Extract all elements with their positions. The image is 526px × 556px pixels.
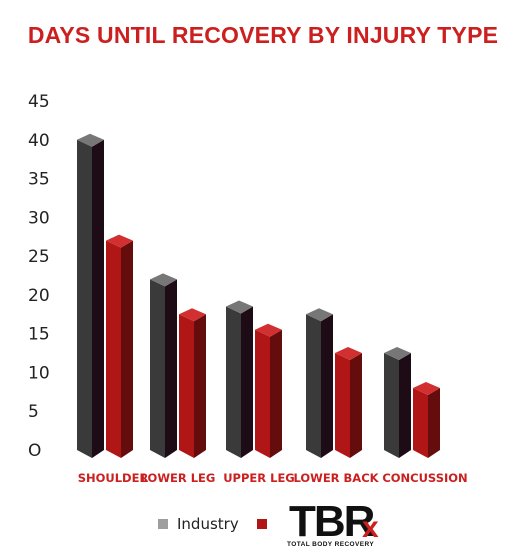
y-tick-label: 30 — [28, 208, 50, 228]
bar-tbr-side — [194, 314, 206, 458]
bar-industry-front — [306, 314, 321, 458]
y-tick-label: 5 — [28, 402, 39, 422]
bar-industry-top — [77, 133, 104, 147]
bar-industry-front — [150, 279, 165, 458]
bar-tbr-top — [106, 234, 133, 248]
y-tick-label: O — [28, 441, 41, 461]
category-label: CONCUSSION — [382, 471, 467, 485]
bar-industry-side — [321, 314, 333, 458]
bar-industry-side — [165, 279, 177, 458]
bar-tbr-top — [335, 347, 362, 361]
bar-tbr-front — [413, 387, 428, 458]
bar-tbr-side — [121, 240, 133, 458]
y-tick-label: 20 — [28, 286, 50, 306]
category-label: LOWER LEG — [141, 471, 216, 485]
chart-title: DAYS UNTIL RECOVERY BY INJURY TYPE — [27, 22, 499, 48]
tbr-logo: TBR x TOTAL BODY RECOVERY — [287, 497, 379, 548]
bar-tbr-top — [413, 381, 440, 395]
y-tick-label: 25 — [28, 247, 50, 267]
tbr-logo-caption: TOTAL BODY RECOVERY — [287, 541, 374, 548]
y-tick-label: 45 — [28, 92, 50, 112]
legend: Industry — [158, 515, 267, 533]
bar-tbr-side — [428, 387, 440, 458]
bar-industry-front — [226, 306, 241, 458]
y-tick-label: 10 — [28, 363, 50, 383]
bar-tbr-side — [350, 353, 362, 458]
legend-swatch-tbr — [257, 519, 267, 529]
bar-tbr-front — [179, 314, 194, 458]
bar-tbr-front — [255, 329, 270, 458]
bar-industry-top — [384, 347, 411, 361]
bar-industry-front — [77, 139, 92, 458]
bar-industry-top — [226, 300, 253, 314]
y-tick-label: 40 — [28, 131, 50, 151]
bars — [77, 133, 440, 458]
tbr-logo-mark: TBR — [289, 497, 375, 546]
y-tick-label: 15 — [28, 325, 50, 345]
bar-tbr-front — [106, 240, 121, 458]
legend-label-industry: Industry — [177, 515, 239, 533]
bar-industry-side — [92, 139, 104, 458]
legend-swatch-industry — [158, 519, 168, 529]
bar-industry-side — [241, 306, 253, 458]
bar-industry-front — [384, 353, 399, 458]
category-label: SHOULDER — [78, 471, 149, 485]
category-label: LOWER BACK — [293, 471, 379, 485]
bar-tbr-front — [335, 353, 350, 458]
bar-tbr-side — [270, 329, 282, 458]
y-axis-ticks: O 5 10 15 20 25 30 35 40 45 — [28, 92, 50, 461]
tbr-logo-x: x — [362, 511, 379, 544]
category-label: UPPER LEG — [223, 471, 295, 485]
bar-tbr-top — [255, 323, 282, 337]
bar-industry-top — [306, 308, 333, 322]
bar-industry-side — [399, 353, 411, 458]
bar-tbr-top — [179, 308, 206, 322]
bar-industry-top — [150, 273, 177, 287]
y-tick-label: 35 — [28, 170, 50, 190]
